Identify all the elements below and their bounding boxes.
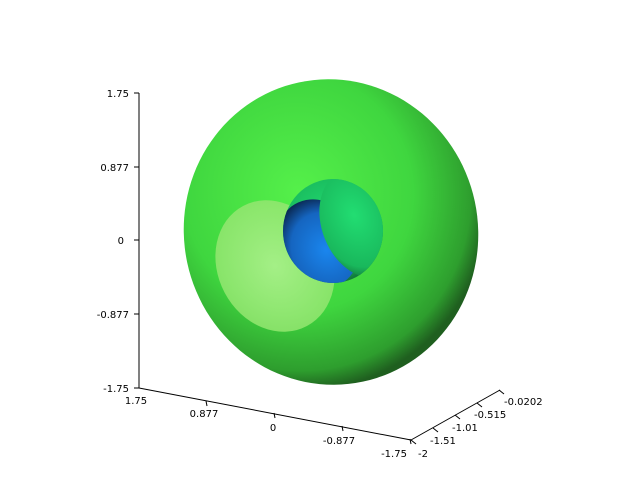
- z-tick-label: -0.877: [97, 310, 129, 321]
- y-tick-label: -1.01: [452, 423, 478, 434]
- x-axis-line: [138, 387, 412, 441]
- y-tick-label: -0.0202: [504, 397, 543, 408]
- z-tick-label: -1.75: [103, 384, 129, 395]
- x-tick-label: 0.877: [190, 409, 219, 420]
- x-tick-label: 1.75: [125, 396, 147, 407]
- intersection-cut: [319, 179, 383, 279]
- x-ticks: 1.75 0.877 0 -0.877 -1.75: [125, 396, 412, 460]
- surfaces-group: [183, 79, 479, 385]
- z-tick-label: 0: [118, 236, 124, 247]
- x-tick-label: -0.877: [323, 436, 355, 447]
- z-tick-label: 0.877: [100, 163, 129, 174]
- x-tick-label: -1.75: [381, 449, 407, 460]
- z-ticks: 1.75 0.877 0 -0.877 -1.75: [97, 89, 139, 395]
- z-tick-label: 1.75: [107, 89, 129, 100]
- intersection-region: [283, 179, 383, 283]
- y-ticks: -2 -1.51 -1.01 -0.515 -0.0202: [410, 389, 543, 460]
- y-tick-label: -1.51: [430, 436, 456, 447]
- x-tick-label: 0: [270, 423, 276, 434]
- axes-group: 1.75 0.877 0 -0.877 -1.75 1.75 0.877 0 -…: [97, 89, 543, 460]
- y-tick-label: -0.515: [474, 410, 506, 421]
- y-tick-label: -2: [418, 449, 428, 460]
